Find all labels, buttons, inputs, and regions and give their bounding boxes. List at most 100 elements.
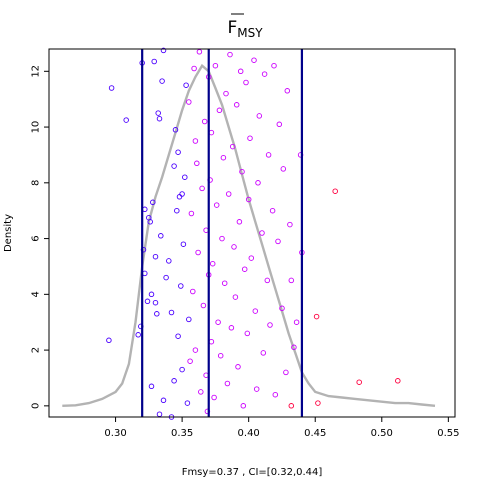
data-point: [212, 62, 219, 69]
data-point: [188, 210, 195, 217]
y-axis-label: Density: [3, 214, 14, 252]
y-axis: 0 2 4 6 8 10 12: [31, 65, 49, 409]
data-point: [221, 280, 228, 286]
data-point: [280, 166, 287, 172]
x-tick-label: 0.40: [238, 428, 260, 439]
data-point: [147, 219, 153, 225]
data-point: [236, 219, 243, 225]
data-point: [171, 163, 177, 169]
data-point: [160, 397, 167, 404]
data-point: [183, 82, 189, 88]
data-point: [200, 302, 207, 309]
x-tick-label: 0.55: [437, 428, 459, 439]
plot-area: [62, 47, 436, 420]
y-tick-label: 12: [31, 65, 42, 78]
data-point: [269, 207, 276, 214]
y-tick-label: 6: [31, 235, 42, 241]
data-point: [284, 88, 291, 94]
data-point: [251, 57, 257, 63]
data-point: [267, 322, 273, 328]
data-point: [159, 78, 165, 84]
data-point: [223, 90, 229, 97]
x-axis-label: Fmsy=0.37 , CI=[0.32,0.44]: [182, 467, 323, 478]
data-point: [260, 350, 267, 356]
chart-title: FMSY: [227, 18, 263, 40]
data-point: [191, 65, 197, 72]
data-point: [182, 174, 188, 180]
data-point: [332, 188, 338, 194]
data-point: [198, 389, 204, 395]
data-point: [264, 277, 271, 284]
x-tick-label: 0.50: [371, 428, 393, 439]
data-point: [148, 291, 155, 298]
data-point: [160, 47, 167, 54]
data-point: [288, 277, 295, 284]
data-point: [175, 149, 181, 155]
data-point: [215, 319, 221, 325]
data-point: [184, 400, 191, 406]
data-point: [166, 258, 172, 264]
data-point: [190, 288, 196, 295]
data-point: [199, 185, 205, 192]
data-point: [220, 154, 227, 161]
data-point: [291, 344, 297, 351]
data-point: [106, 337, 112, 344]
data-point: [201, 118, 208, 125]
data-point: [315, 400, 321, 406]
data-point: [228, 325, 235, 331]
data-point: [196, 49, 203, 55]
data-point: [293, 319, 300, 325]
data-point: [144, 298, 151, 305]
data-point: [152, 253, 159, 260]
data-point: [229, 143, 236, 150]
data-point: [224, 380, 231, 387]
data-point: [156, 411, 163, 417]
data-point: [265, 152, 272, 158]
data-point: [231, 244, 237, 250]
data-point: [288, 403, 295, 409]
data-point: [209, 260, 216, 267]
data-point: [395, 378, 401, 384]
data-point: [253, 386, 260, 392]
data-point: [178, 283, 184, 289]
data-point: [255, 180, 261, 186]
data-point: [192, 347, 199, 353]
data-point: [287, 221, 293, 228]
y-tick-label: 2: [31, 347, 42, 353]
chart-title-main: F: [227, 18, 237, 38]
y-tick-label: 8: [31, 180, 42, 186]
data-point: [216, 107, 223, 114]
data-point: [245, 196, 252, 203]
data-point: [148, 383, 155, 390]
data-point: [313, 313, 320, 320]
data-point: [156, 115, 163, 122]
data-point: [283, 369, 289, 376]
data-point: [225, 191, 232, 197]
data-point: [123, 117, 129, 123]
data-point: [171, 378, 177, 384]
data-point: [213, 202, 220, 208]
data-point: [219, 235, 225, 242]
chart-title-subscript: MSY: [237, 26, 263, 40]
data-point: [244, 330, 251, 337]
data-point: [356, 379, 362, 385]
data-point: [194, 160, 200, 167]
data-point: [237, 68, 244, 75]
y-tick-label: 4: [31, 291, 42, 297]
data-point: [241, 266, 248, 272]
data-point: [172, 127, 179, 133]
data-point: [279, 305, 285, 312]
plot-frame: [48, 48, 456, 418]
data-point: [240, 403, 247, 409]
data-point: [271, 62, 277, 69]
y-tick-label: 0: [31, 403, 42, 409]
data-point: [152, 299, 159, 306]
data-point: [154, 311, 160, 317]
density-curve: [62, 63, 436, 407]
data-point: [232, 294, 239, 300]
data-point: [272, 391, 279, 398]
data-point: [186, 99, 192, 105]
data-point: [108, 85, 115, 91]
data-point: [174, 207, 180, 214]
